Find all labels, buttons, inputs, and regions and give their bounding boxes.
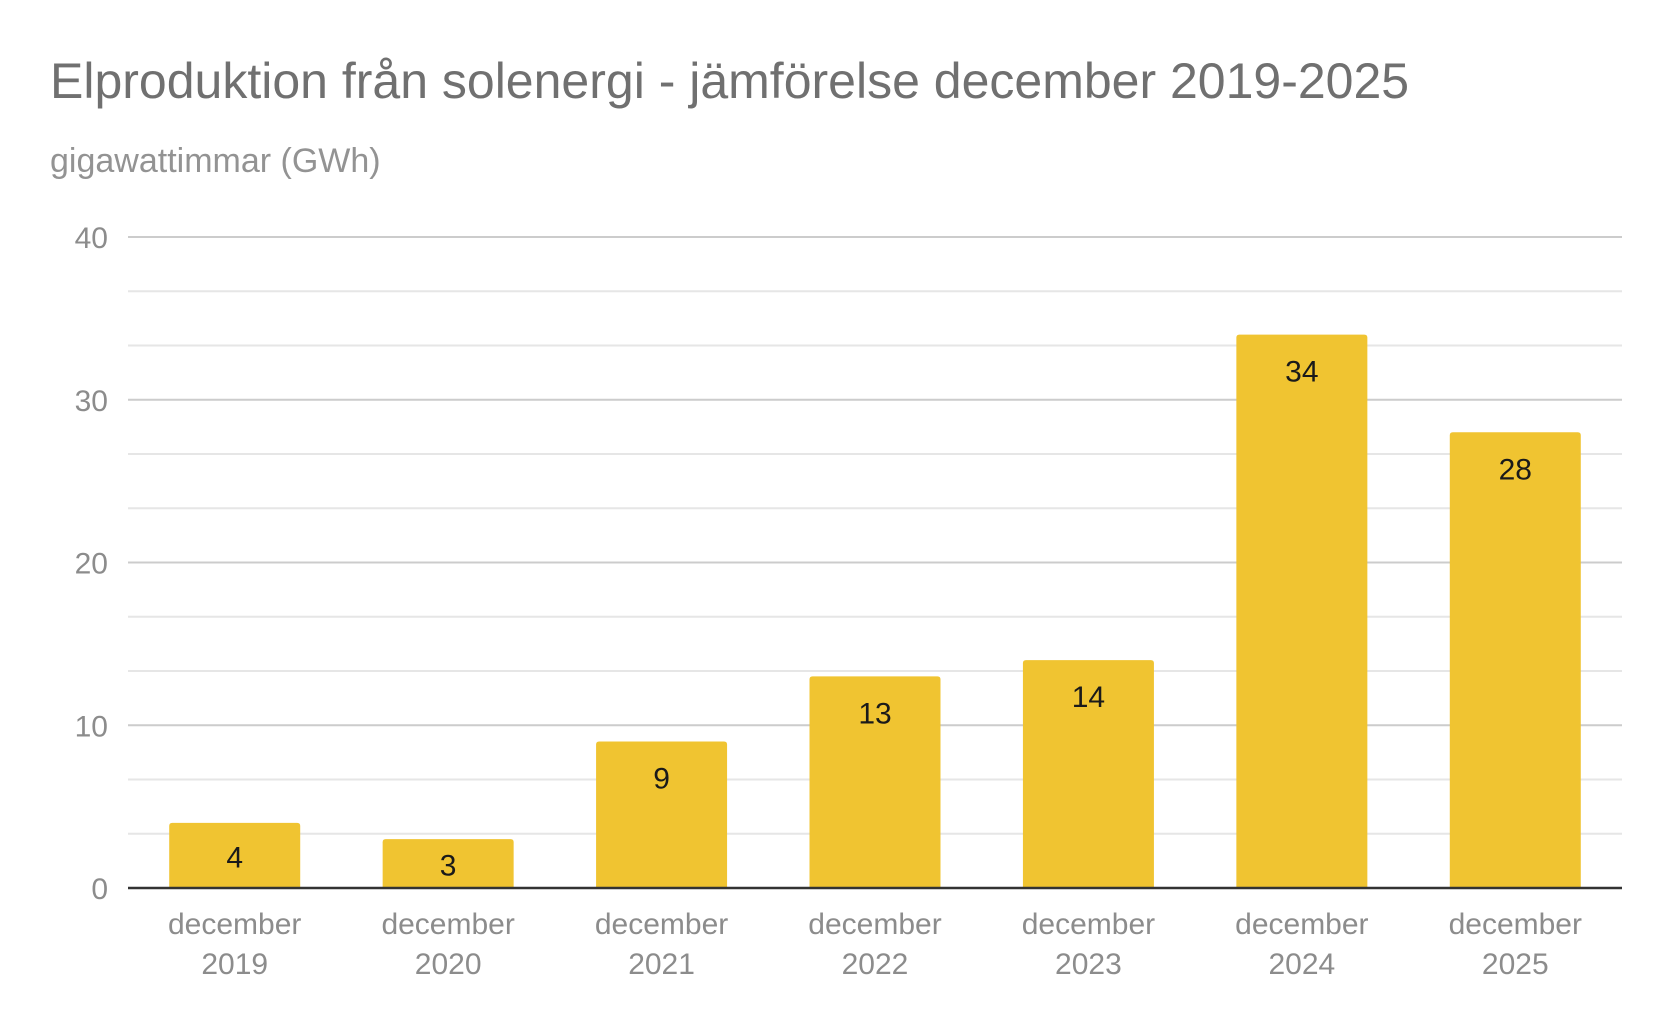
- x-tick-label: december 2023: [1022, 908, 1155, 981]
- bar: [169, 822, 301, 888]
- x-tick-label-line: december: [1449, 908, 1582, 941]
- x-tick-label: december 2025: [1449, 908, 1582, 981]
- grid-layer: [128, 236, 1622, 835]
- data-label: 34: [1285, 356, 1318, 389]
- y-tick-label: 10: [75, 710, 108, 743]
- x-tick-label: december 2021: [595, 908, 728, 981]
- data-label: 3: [440, 850, 457, 883]
- x-tick-label-line: december: [808, 908, 941, 941]
- x-tick-label-line: 2020: [415, 948, 482, 981]
- x-tick-label-line: december: [1022, 908, 1155, 941]
- bar: [382, 839, 514, 888]
- chart-title: Elproduktion från solenergi - jämförelse…: [50, 53, 1410, 109]
- x-tick-label-line: december: [595, 908, 728, 941]
- x-tick-label: december 2022: [808, 908, 941, 981]
- x-tick-label-line: december: [168, 908, 301, 941]
- x-tick-label-line: 2024: [1268, 948, 1335, 981]
- bars-layer: 4 3 9 13 14 34 28: [169, 334, 1581, 888]
- data-label: 13: [858, 697, 891, 730]
- x-tick-label-line: 2021: [628, 948, 695, 981]
- x-tick-label-line: 2025: [1482, 948, 1549, 981]
- x-tick-label-line: 2019: [201, 948, 268, 981]
- x-tick-label: december 2024: [1235, 908, 1368, 981]
- data-label: 14: [1072, 681, 1105, 714]
- x-tick-label-line: december: [1235, 908, 1368, 941]
- bar: [1449, 432, 1581, 888]
- y-tick-label: 20: [75, 548, 108, 581]
- x-tick-label-line: 2023: [1055, 948, 1122, 981]
- bar: [596, 741, 728, 888]
- data-label: 4: [226, 841, 243, 874]
- data-label: 28: [1499, 453, 1532, 486]
- x-tick-label: december 2019: [168, 908, 301, 981]
- y-tick-label: 0: [91, 873, 108, 906]
- data-label: 9: [653, 763, 670, 796]
- y-tick-label: 40: [75, 222, 108, 255]
- bar: [1022, 660, 1154, 888]
- x-tick-label: december 2020: [381, 908, 514, 981]
- bar: [1236, 334, 1368, 888]
- chart-subtitle: gigawattimmar (GWh): [50, 142, 381, 180]
- x-tick-label-line: 2022: [842, 948, 909, 981]
- y-tick-label: 30: [75, 385, 108, 418]
- bar: [809, 676, 941, 888]
- x-tick-label-line: december: [381, 908, 514, 941]
